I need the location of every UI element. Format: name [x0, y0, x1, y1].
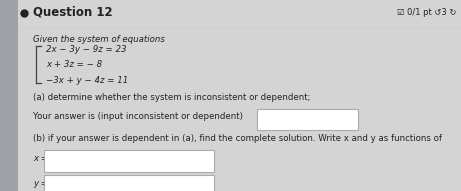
Text: ☑ 0/1 pt ↺3 ↻: ☑ 0/1 pt ↺3 ↻: [397, 8, 456, 17]
FancyBboxPatch shape: [44, 150, 214, 172]
Text: x =: x =: [33, 154, 48, 163]
Text: −3x + y − 4z = 11: −3x + y − 4z = 11: [46, 76, 128, 85]
Text: (b) if your answer is dependent in (a), find the complete solution. Write x and : (b) if your answer is dependent in (a), …: [33, 134, 442, 143]
Text: Question 12: Question 12: [33, 6, 113, 19]
Text: Given the system of equations: Given the system of equations: [33, 35, 165, 44]
Text: 2x − 3y − 9z = 23: 2x − 3y − 9z = 23: [46, 45, 127, 54]
Text: (a) determine whether the system is inconsistent or dependent;: (a) determine whether the system is inco…: [33, 93, 311, 103]
Text: Your answer is (input inconsistent or dependent): Your answer is (input inconsistent or de…: [33, 112, 243, 121]
Text: x + 3z = − 8: x + 3z = − 8: [46, 60, 102, 70]
Text: y =: y =: [33, 179, 48, 188]
FancyBboxPatch shape: [257, 109, 358, 130]
FancyBboxPatch shape: [0, 0, 18, 191]
FancyBboxPatch shape: [44, 175, 214, 191]
